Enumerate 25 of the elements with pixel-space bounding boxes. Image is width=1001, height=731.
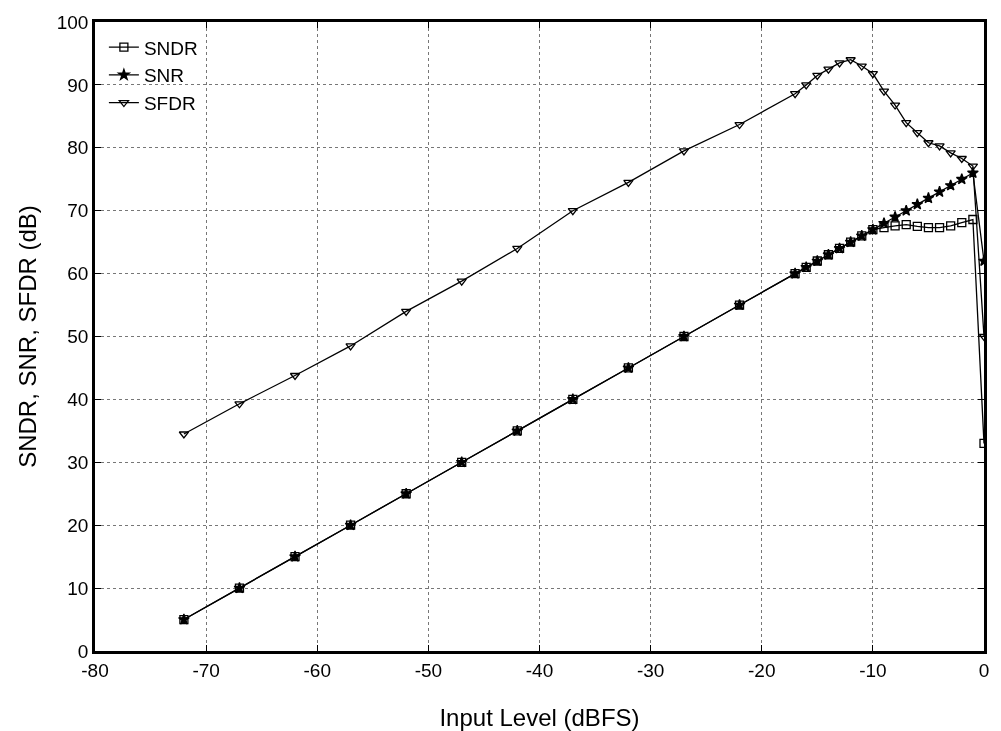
y-tick-label: 30 xyxy=(67,451,89,473)
x-axis-title: Input Level (dBFS) xyxy=(439,704,640,731)
x-tick-label: -80 xyxy=(81,659,109,681)
y-tick-label: 50 xyxy=(67,326,89,348)
x-tick-label: -40 xyxy=(525,659,554,681)
y-tick-label: 60 xyxy=(67,263,89,285)
legend-label: SNR xyxy=(143,65,185,87)
legend-label: SFDR xyxy=(143,92,196,114)
y-tick-label: 20 xyxy=(67,514,89,536)
y-axis-title: SNDR, SNR, SFDR (dB) xyxy=(13,205,41,468)
y-tick-label: 0 xyxy=(77,640,89,662)
y-tick-label: 90 xyxy=(67,74,89,96)
x-tick-label: -10 xyxy=(859,659,887,681)
legend-label: SNDR xyxy=(143,37,198,59)
x-tick-label: -30 xyxy=(636,659,665,681)
y-tick-label: 100 xyxy=(56,11,89,33)
x-tick-label: 0 xyxy=(978,659,990,681)
x-tick-label: -20 xyxy=(748,659,776,681)
x-tick-label: -60 xyxy=(303,659,331,681)
x-tick-label: -70 xyxy=(192,659,220,681)
y-tick-label: 40 xyxy=(67,389,89,411)
y-tick-label: 70 xyxy=(67,200,89,222)
y-tick-label: 80 xyxy=(67,137,89,159)
y-tick-label: 10 xyxy=(67,577,89,599)
x-tick-label: -50 xyxy=(414,659,443,681)
